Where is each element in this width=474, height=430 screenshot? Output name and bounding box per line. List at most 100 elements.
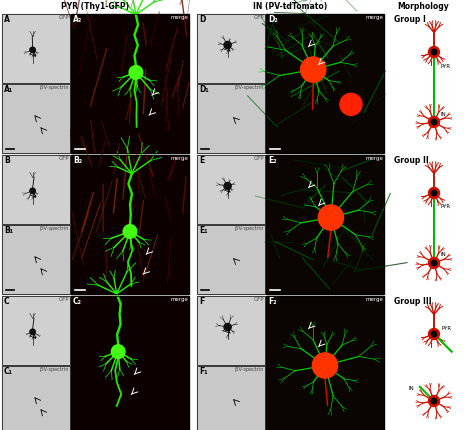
Text: GFP: GFP <box>58 156 69 161</box>
Bar <box>2 366 70 430</box>
Bar <box>2 225 70 294</box>
Text: βIV-spectrin: βIV-spectrin <box>40 226 69 231</box>
Circle shape <box>428 187 439 199</box>
Text: B₂: B₂ <box>73 156 82 165</box>
Text: GFP: GFP <box>254 15 264 20</box>
Bar <box>71 155 189 294</box>
Circle shape <box>30 329 36 335</box>
Bar <box>197 296 265 365</box>
Text: B: B <box>4 156 10 165</box>
Circle shape <box>428 46 439 58</box>
Circle shape <box>428 396 439 406</box>
Bar <box>71 296 189 430</box>
Bar <box>197 366 265 430</box>
Bar <box>266 155 384 294</box>
Text: C₁: C₁ <box>4 367 13 376</box>
Bar <box>197 14 265 83</box>
Bar <box>266 155 384 294</box>
Circle shape <box>224 323 231 331</box>
Text: C₂: C₂ <box>73 297 82 306</box>
Text: merge: merge <box>365 15 383 20</box>
Text: D₁: D₁ <box>199 85 209 94</box>
Bar <box>2 84 70 153</box>
Text: GFP: GFP <box>58 15 69 20</box>
Text: Group III: Group III <box>394 297 432 306</box>
Bar <box>2 296 70 365</box>
Bar <box>197 366 265 430</box>
Text: GFP: GFP <box>254 297 264 302</box>
Circle shape <box>428 329 439 340</box>
Bar <box>266 14 384 153</box>
Text: E₁: E₁ <box>199 226 208 235</box>
Bar <box>2 155 70 224</box>
Circle shape <box>428 258 439 268</box>
Bar <box>197 225 265 294</box>
Bar <box>197 84 265 153</box>
Text: merge: merge <box>170 15 188 20</box>
Text: PYR: PYR <box>442 326 452 332</box>
Circle shape <box>30 188 36 194</box>
Bar <box>2 155 70 224</box>
Text: βIV-spectrin: βIV-spectrin <box>235 226 264 231</box>
Circle shape <box>319 205 344 230</box>
Text: A: A <box>4 15 10 24</box>
Text: F₂: F₂ <box>268 297 277 306</box>
Text: A₂: A₂ <box>73 15 82 24</box>
Bar <box>71 14 189 153</box>
Circle shape <box>431 331 437 337</box>
Circle shape <box>431 260 437 266</box>
Circle shape <box>30 47 36 52</box>
Text: A₁: A₁ <box>4 85 13 94</box>
Circle shape <box>123 224 137 238</box>
Text: merge: merge <box>365 156 383 161</box>
Text: PYR (Thy1-GFP): PYR (Thy1-GFP) <box>62 2 129 11</box>
Text: Morphology: Morphology <box>397 2 449 11</box>
Circle shape <box>301 57 326 82</box>
Bar <box>2 225 70 294</box>
Circle shape <box>340 93 362 115</box>
Bar <box>197 155 265 224</box>
Text: IN: IN <box>409 387 415 391</box>
Bar <box>2 296 70 365</box>
Bar <box>71 296 189 430</box>
Bar <box>197 225 265 294</box>
Bar <box>266 296 384 430</box>
Text: merge: merge <box>170 297 188 302</box>
Text: merge: merge <box>170 156 188 161</box>
Bar <box>266 14 384 153</box>
Circle shape <box>428 117 439 128</box>
Circle shape <box>312 353 337 378</box>
Bar <box>2 14 70 83</box>
Text: F: F <box>199 297 204 306</box>
Text: βIV-spectrin: βIV-spectrin <box>235 367 264 372</box>
Text: D₂: D₂ <box>268 15 278 24</box>
Bar <box>197 14 265 83</box>
Text: PYR: PYR <box>441 205 451 209</box>
Bar <box>197 155 265 224</box>
Text: GFP: GFP <box>254 156 264 161</box>
Bar <box>266 296 384 430</box>
Bar <box>197 296 265 365</box>
Circle shape <box>224 182 231 190</box>
Bar <box>197 84 265 153</box>
Bar <box>2 366 70 430</box>
Text: D: D <box>199 15 205 24</box>
Text: βIV-spectrin: βIV-spectrin <box>235 85 264 90</box>
Text: F₁: F₁ <box>199 367 208 376</box>
Text: IN: IN <box>441 252 447 258</box>
Text: E: E <box>199 156 204 165</box>
Text: PYR: PYR <box>441 64 451 68</box>
Text: βIV-spectrin: βIV-spectrin <box>40 85 69 90</box>
Bar <box>2 84 70 153</box>
Bar <box>2 14 70 83</box>
Text: E₂: E₂ <box>268 156 277 165</box>
Circle shape <box>111 345 125 358</box>
Text: Group II: Group II <box>394 156 429 165</box>
Text: C: C <box>4 297 9 306</box>
Circle shape <box>431 119 437 125</box>
Bar <box>71 14 189 153</box>
Circle shape <box>129 66 143 79</box>
Circle shape <box>431 190 437 196</box>
Text: GFP: GFP <box>58 297 69 302</box>
Text: merge: merge <box>365 297 383 302</box>
